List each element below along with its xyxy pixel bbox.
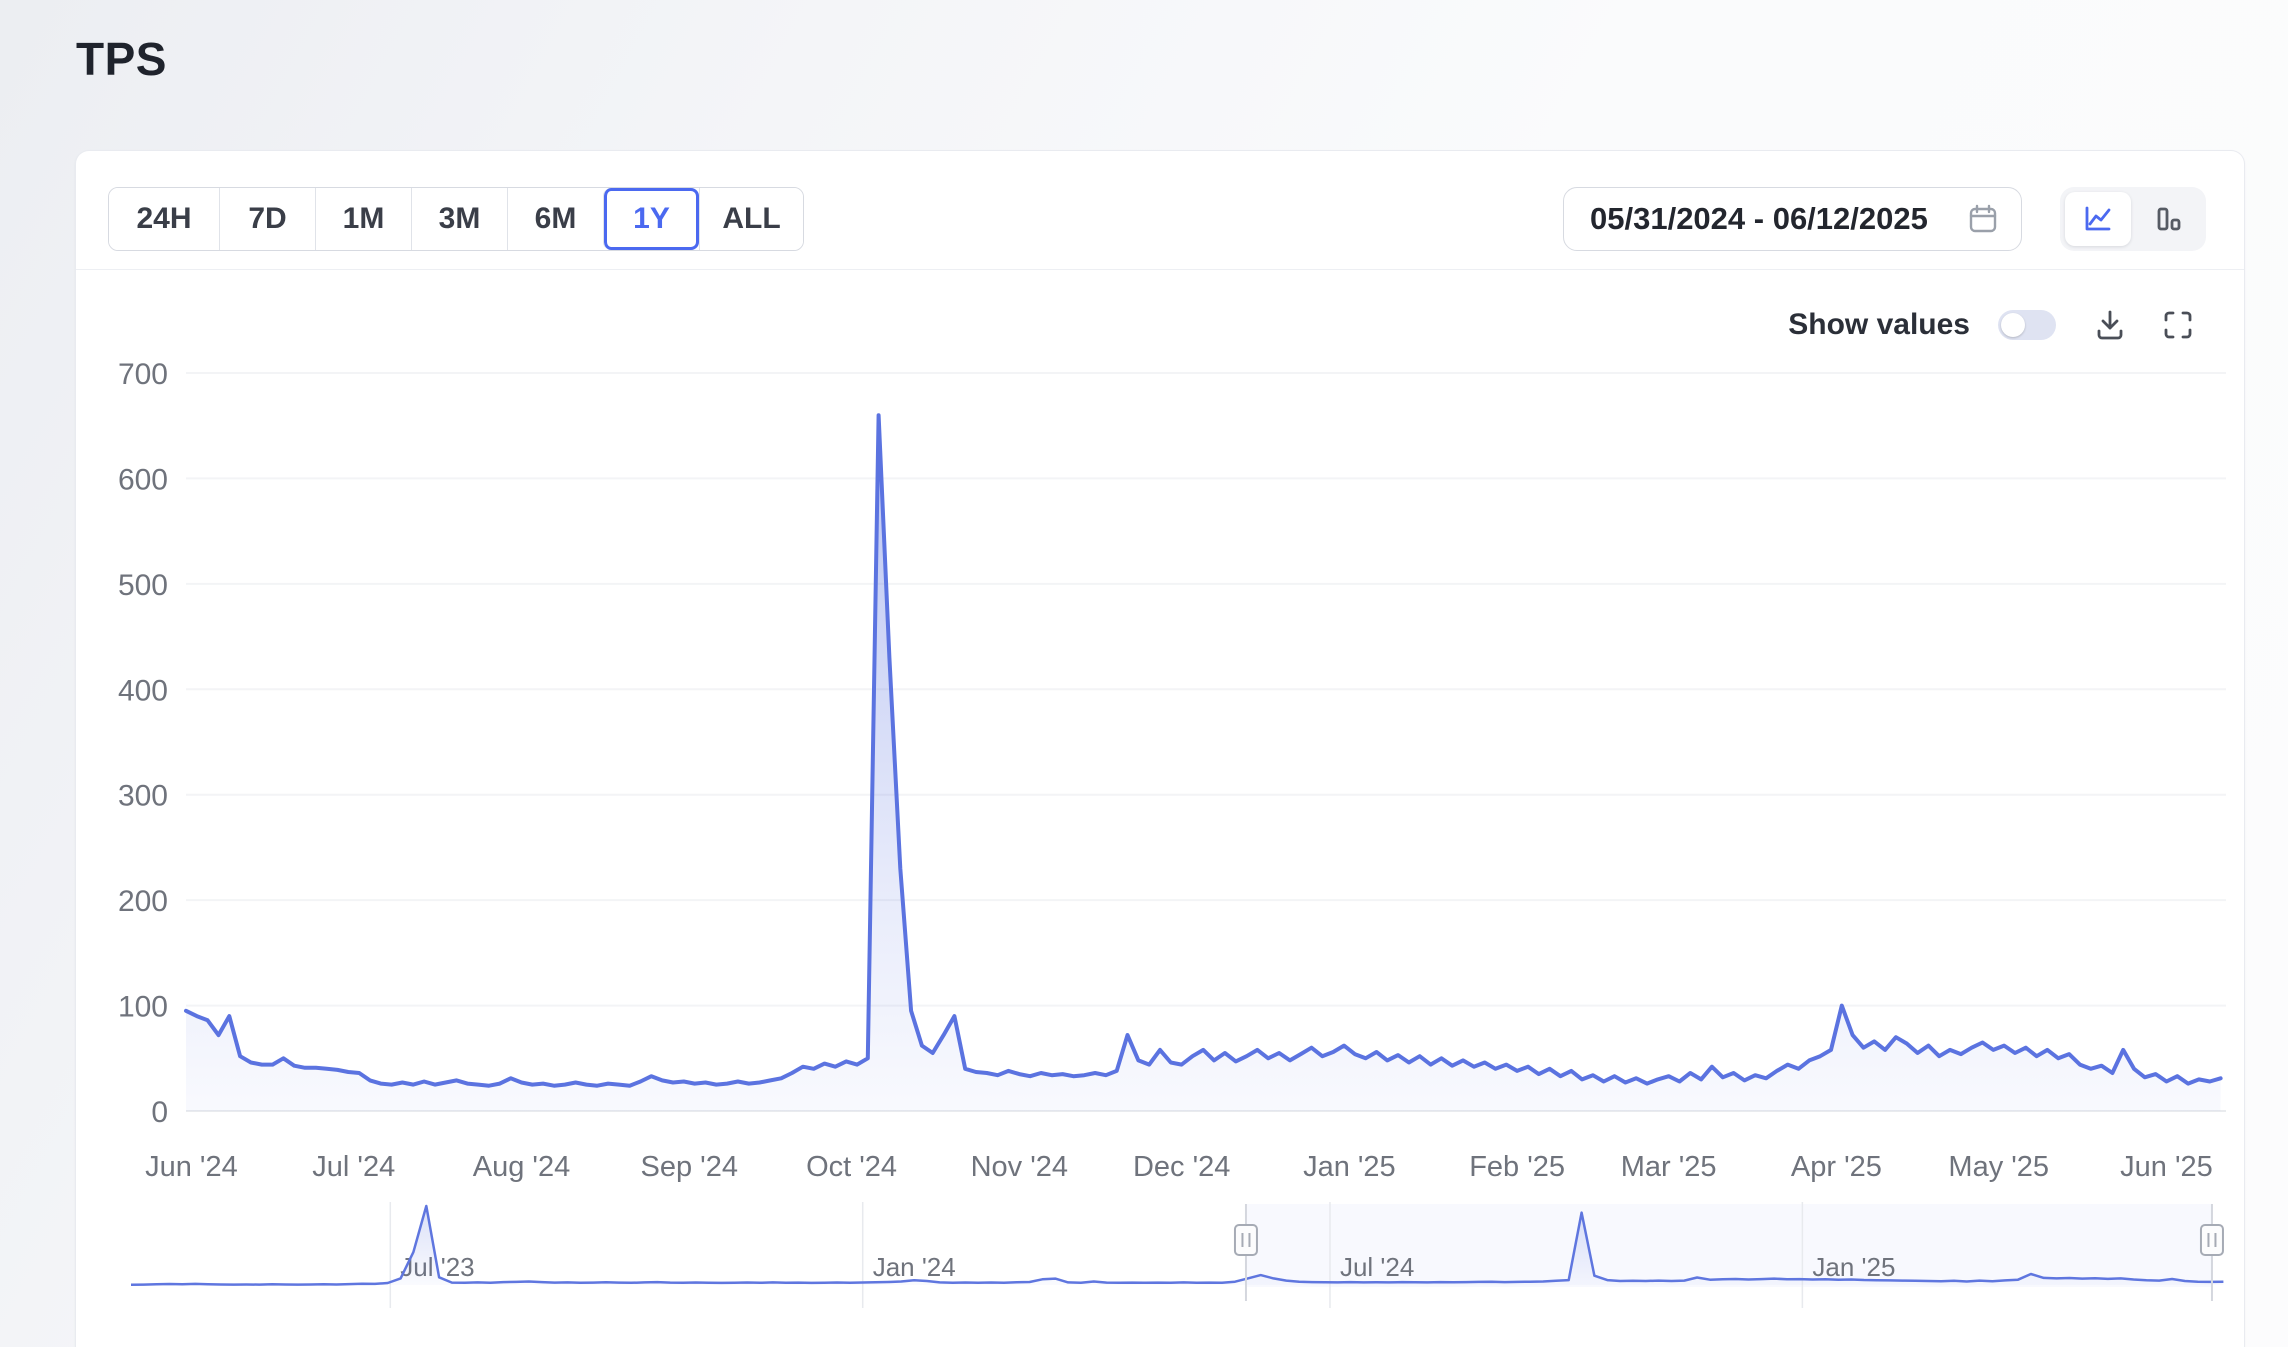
date-range-value: 05/31/2024 - 06/12/2025 xyxy=(1590,201,1928,236)
range-button-all[interactable]: ALL xyxy=(699,188,803,250)
range-button-6m[interactable]: 6M xyxy=(507,188,603,250)
x-tick-label: Oct '24 xyxy=(806,1151,897,1183)
range-button-group: 24H 7D 1M 3M 6M 1Y ALL xyxy=(108,187,804,251)
main-line xyxy=(184,413,2223,1088)
x-tick-label: Feb '25 xyxy=(1469,1151,1565,1183)
date-range-picker[interactable]: 05/31/2024 - 06/12/2025 xyxy=(1563,187,2022,251)
y-tick-label: 0 xyxy=(151,1096,168,1129)
y-tick-label: 100 xyxy=(118,991,168,1024)
nav-tick-label: Jul '24 xyxy=(1340,1252,1414,1282)
toolbar-divider xyxy=(76,269,2244,270)
x-tick-label: Nov '24 xyxy=(971,1151,1068,1183)
main-area xyxy=(186,415,2221,1111)
main-chart[interactable]: 0 100 200 300 400 500 600 700 Jun '24 Jul '24 Aug … xyxy=(76,301,2246,1191)
x-tick-label: Jan '25 xyxy=(1303,1151,1396,1183)
fullscreen-icon xyxy=(2159,306,2197,344)
y-tick-label: 400 xyxy=(118,674,168,707)
chart-controls: Show values xyxy=(1788,303,2198,347)
range-button-24h[interactable]: 24H xyxy=(109,188,219,250)
range-button-3m[interactable]: 3M xyxy=(411,188,507,250)
show-values-label: Show values xyxy=(1788,308,1970,341)
x-tick-label: Mar '25 xyxy=(1621,1151,1717,1183)
nav-handle-left[interactable] xyxy=(1233,1224,1258,1256)
nav-tick-label: Jan '24 xyxy=(873,1252,956,1282)
fullscreen-button[interactable] xyxy=(2158,305,2198,345)
x-tick-label: Aug '24 xyxy=(473,1151,570,1183)
x-tick-label: Sep '24 xyxy=(641,1151,738,1183)
bar-chart-icon xyxy=(2151,202,2185,236)
x-tick-label: Dec '24 xyxy=(1133,1151,1230,1183)
toggle-knob xyxy=(2001,313,2025,337)
show-values-toggle[interactable] xyxy=(1998,310,2056,340)
range-button-1y[interactable]: 1Y xyxy=(603,188,699,250)
range-button-7d[interactable]: 7D xyxy=(219,188,315,250)
nav-line xyxy=(130,1204,2224,1286)
range-navigator[interactable]: Jul '23 Jan '24 Jul '24 Jan '25 xyxy=(76,1196,2246,1326)
line-chart-type-button[interactable] xyxy=(2065,192,2131,246)
calendar-icon xyxy=(1965,201,2001,237)
nav-handle-right[interactable] xyxy=(2199,1224,2224,1256)
x-tick-label: Jul '24 xyxy=(312,1151,395,1183)
y-tick-label: 600 xyxy=(118,463,168,496)
y-tick-label: 500 xyxy=(118,569,168,602)
nav-selection[interactable] xyxy=(1245,1204,2212,1287)
line-chart-icon xyxy=(2081,202,2115,236)
toolbar-right: 05/31/2024 - 06/12/2025 xyxy=(1563,187,2206,251)
chart-type-toggle xyxy=(2060,187,2206,251)
x-tick-label: Apr '25 xyxy=(1791,1151,1882,1183)
range-button-1m[interactable]: 1M xyxy=(315,188,411,250)
y-tick-label: 700 xyxy=(118,358,168,391)
bar-chart-type-button[interactable] xyxy=(2135,192,2201,246)
page-title: TPS xyxy=(76,33,167,85)
download-icon xyxy=(2091,306,2129,344)
x-tick-label: Jun '25 xyxy=(2120,1151,2213,1183)
x-tick-label: Jun '24 xyxy=(145,1151,238,1183)
download-button[interactable] xyxy=(2090,305,2130,345)
y-tick-label: 300 xyxy=(118,780,168,813)
x-tick-label: May '25 xyxy=(1948,1151,2049,1183)
toolbar: 24H 7D 1M 3M 6M 1Y ALL 05/31/2024 - 06/1… xyxy=(108,187,2206,251)
y-tick-label: 200 xyxy=(118,885,168,918)
nav-tick-label: Jan '25 xyxy=(1812,1252,1895,1282)
chart-card: 24H 7D 1M 3M 6M 1Y ALL 05/31/2024 - 06/1… xyxy=(75,150,2245,1347)
